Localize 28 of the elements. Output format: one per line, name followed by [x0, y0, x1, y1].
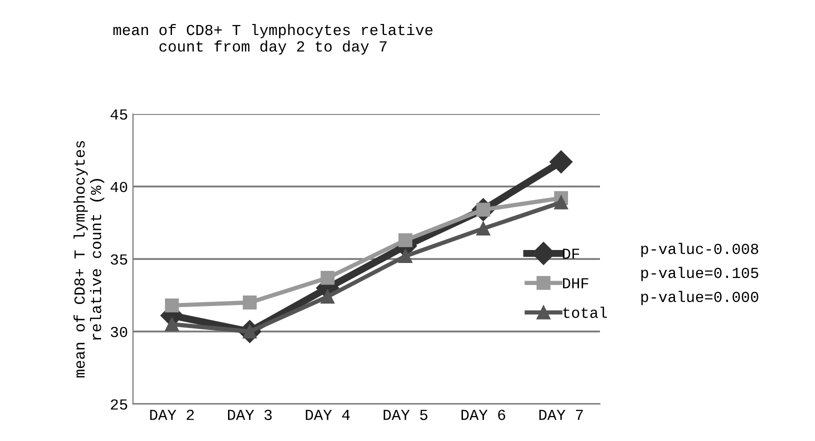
y-axis-title: mean of CD8+ T lymphocytes relative count (%) [74, 141, 104, 378]
x-tick-label: DAY 5 [384, 410, 428, 420]
point [242, 296, 257, 310]
y-tick-label: 30 [110, 326, 128, 338]
point [398, 249, 412, 264]
point [320, 290, 335, 304]
legend-label: total [563, 306, 607, 318]
x-tick-label: DAY 2 [150, 410, 194, 420]
y-tick-label: 45 [110, 109, 128, 120]
point [164, 298, 179, 312]
text: p-value=0.000 [641, 290, 758, 306]
text: p-value=0.105 [641, 266, 758, 282]
point [550, 150, 573, 174]
x-tick-label: DAY 7 [539, 410, 583, 420]
y-tick-label: 25 [110, 399, 128, 410]
point [554, 196, 568, 210]
point [476, 222, 490, 236]
x-tick-label: DAY 3 [228, 410, 272, 420]
legend-label: DHF [563, 278, 588, 288]
x-tick-label: DAY 6 [462, 410, 506, 420]
y-tick-label: 40 [110, 182, 128, 192]
y-tick-label: 35 [110, 254, 128, 265]
point [320, 270, 335, 285]
chart-title: mean of CD8+ T lymphocytes relative count from day 2 to day 7 [113, 24, 433, 55]
point [164, 317, 179, 332]
point [398, 233, 412, 248]
text: p-valuc-0.008 [641, 242, 758, 258]
x-tick-label: DAY 4 [306, 410, 350, 420]
